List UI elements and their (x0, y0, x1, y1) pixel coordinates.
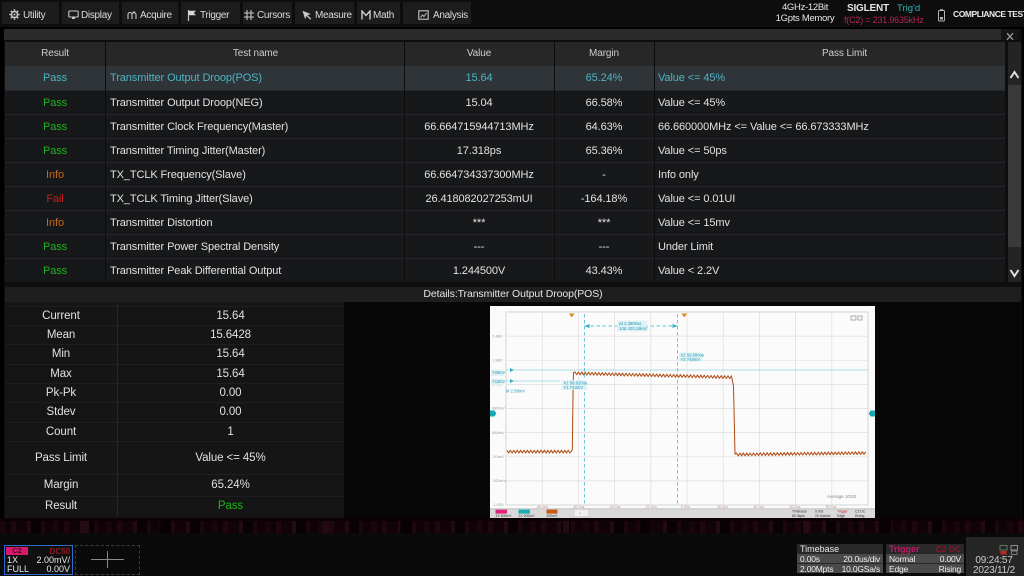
svg-text:40.0us: 40.0us (753, 505, 764, 509)
svg-text:M 2.58mV: M 2.58mV (506, 389, 525, 394)
svg-text:-1.02V: -1.02V (492, 502, 504, 507)
svg-text:0.00s: 0.00s (681, 505, 690, 509)
svg-text:+: + (579, 512, 581, 516)
svg-text:748mV: 748mV (492, 370, 505, 375)
svg-text:20.0us/div: 20.0us/div (815, 514, 831, 518)
svg-text:C2 DC: C2 DC (855, 510, 866, 514)
svg-text:X1 56.620us: X1 56.620us (564, 381, 588, 386)
svg-text:-20.0us: -20.0us (645, 505, 657, 509)
svg-text:-40.0us: -40.0us (609, 505, 621, 509)
svg-text:60.0us: 60.0us (790, 505, 801, 509)
svg-text:-60.0us: -60.0us (572, 505, 584, 509)
svg-text:80.0kpts: 80.0kpts (792, 514, 805, 518)
svg-text:1/Δt 420.16kHz: 1/Δt 420.16kHz (619, 326, 648, 331)
svg-text:Timebase: Timebase (792, 510, 807, 514)
svg-text:Δt 2.3800us: Δt 2.3800us (619, 321, 641, 326)
svg-text:Rising: Rising (855, 514, 865, 518)
svg-text:Edge: Edge (837, 514, 845, 518)
svg-text:2.48V: 2.48V (492, 333, 503, 338)
svg-text:980mV: 980mV (492, 406, 505, 411)
svg-text:0.00s: 0.00s (815, 510, 824, 514)
svg-text:1.98V: 1.98V (492, 358, 503, 363)
svg-text:Average 10/30: Average 10/30 (827, 494, 857, 499)
svg-text:-20mV: -20mV (492, 454, 504, 459)
svg-text:80.0us: 80.0us (826, 505, 837, 509)
svg-text:Y2 748mV: Y2 748mV (681, 357, 701, 362)
svg-text:1X 500mV: 1X 500mV (496, 514, 513, 518)
svg-text:-520mV: -520mV (492, 478, 506, 483)
svg-text:200mV: 200mV (547, 514, 558, 518)
svg-text:1X 200mV: 1X 200mV (519, 514, 536, 518)
svg-text:Y1 743mV: Y1 743mV (564, 385, 584, 390)
svg-text:743mV: 743mV (492, 379, 505, 384)
svg-text:480mV: 480mV (492, 430, 505, 435)
svg-text:20.0us: 20.0us (717, 505, 728, 509)
svg-text:-80.0us: -80.0us (536, 505, 548, 509)
svg-text:X2 59.000us: X2 59.000us (681, 353, 705, 358)
svg-text:Trigger: Trigger (837, 510, 848, 514)
